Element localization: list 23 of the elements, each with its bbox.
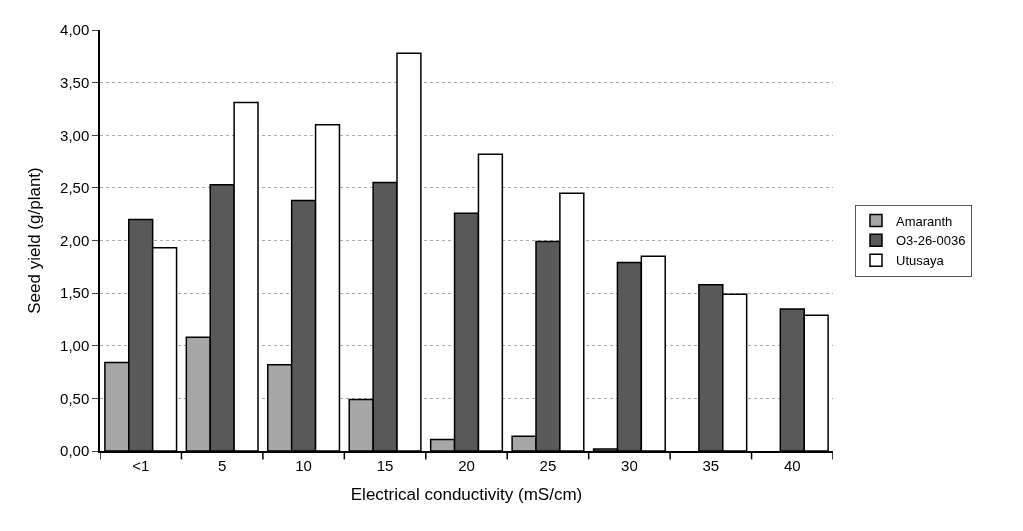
legend-label: O3-26-0036 — [895, 233, 966, 249]
y-tick-label: 3,50 — [60, 73, 90, 91]
x-tick-label: 40 — [783, 456, 801, 474]
y-tick-label: 2,50 — [60, 179, 90, 197]
x-tick-label: 10 — [295, 456, 312, 474]
y-tick-label: 4,00 — [60, 21, 90, 39]
x-axis-title: Electrical conductivity (mS/cm) — [350, 484, 583, 504]
y-tick-label: 1,50 — [60, 284, 90, 302]
x-tick-label: 30 — [621, 456, 638, 474]
x-tick-label: 25 — [539, 456, 557, 474]
y-tick-label: 0,00 — [60, 442, 90, 460]
y-axis-title: Seed yield (g/plant) — [25, 167, 45, 314]
y-tick-label: 2,00 — [60, 231, 90, 249]
legend-label: Amaranth — [895, 213, 953, 229]
y-tick-label: 3,00 — [60, 126, 90, 144]
x-tick-label: 20 — [458, 456, 475, 474]
x-tick-label: 35 — [702, 456, 720, 474]
x-tick-label: 15 — [376, 456, 394, 474]
y-tick-label: 1,00 — [60, 337, 90, 354]
x-tick-label: <1 — [132, 456, 150, 474]
legend-label: Utusaya — [895, 253, 945, 269]
x-tick-label: 5 — [218, 456, 227, 474]
y-tick-label: 0,50 — [60, 389, 90, 407]
